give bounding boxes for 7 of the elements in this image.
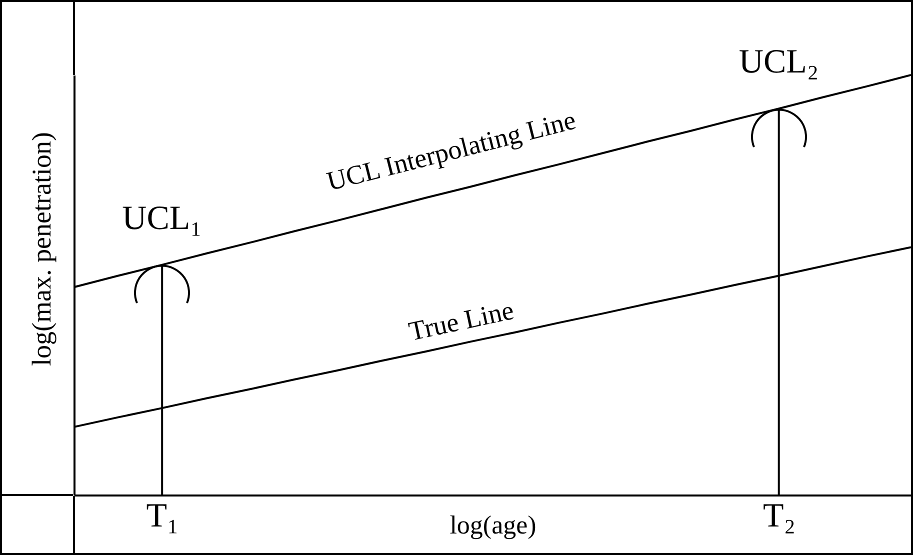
annotation: UCL₁ <box>122 200 202 237</box>
x-tick-label: T₁ <box>146 498 179 534</box>
x-axis-title: log(age) <box>450 510 536 540</box>
text: True Line <box>406 294 516 346</box>
x-tick-label: T₂ <box>763 498 796 534</box>
annotation: UCL₂ <box>738 44 819 81</box>
y-axis-title: log(max. penetration) <box>26 132 56 366</box>
